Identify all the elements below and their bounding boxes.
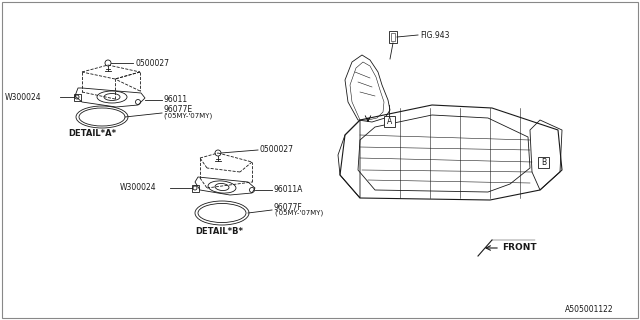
Text: W300024: W300024 — [120, 183, 157, 193]
Text: 96077E: 96077E — [163, 106, 192, 115]
Text: FRONT: FRONT — [502, 244, 536, 252]
Text: FIG.943: FIG.943 — [420, 30, 449, 39]
Text: W300024: W300024 — [5, 92, 42, 101]
Text: A: A — [387, 117, 392, 126]
Text: ('05MY-'07MY): ('05MY-'07MY) — [274, 210, 323, 216]
Text: DETAIL*A*: DETAIL*A* — [68, 130, 116, 139]
Text: 96077F: 96077F — [274, 203, 303, 212]
Bar — [384, 116, 395, 127]
Bar — [391, 33, 395, 41]
Text: DETAIL*B*: DETAIL*B* — [195, 228, 243, 236]
Text: 0500027: 0500027 — [135, 59, 169, 68]
Text: 96011A: 96011A — [274, 186, 303, 195]
Bar — [389, 31, 397, 43]
Text: B: B — [541, 158, 546, 167]
Text: 0500027: 0500027 — [260, 146, 294, 155]
Text: A505001122: A505001122 — [565, 306, 614, 315]
Text: ('05MY-'07MY): ('05MY-'07MY) — [163, 113, 212, 119]
Text: 96011: 96011 — [163, 95, 187, 105]
Bar — [538, 157, 549, 168]
